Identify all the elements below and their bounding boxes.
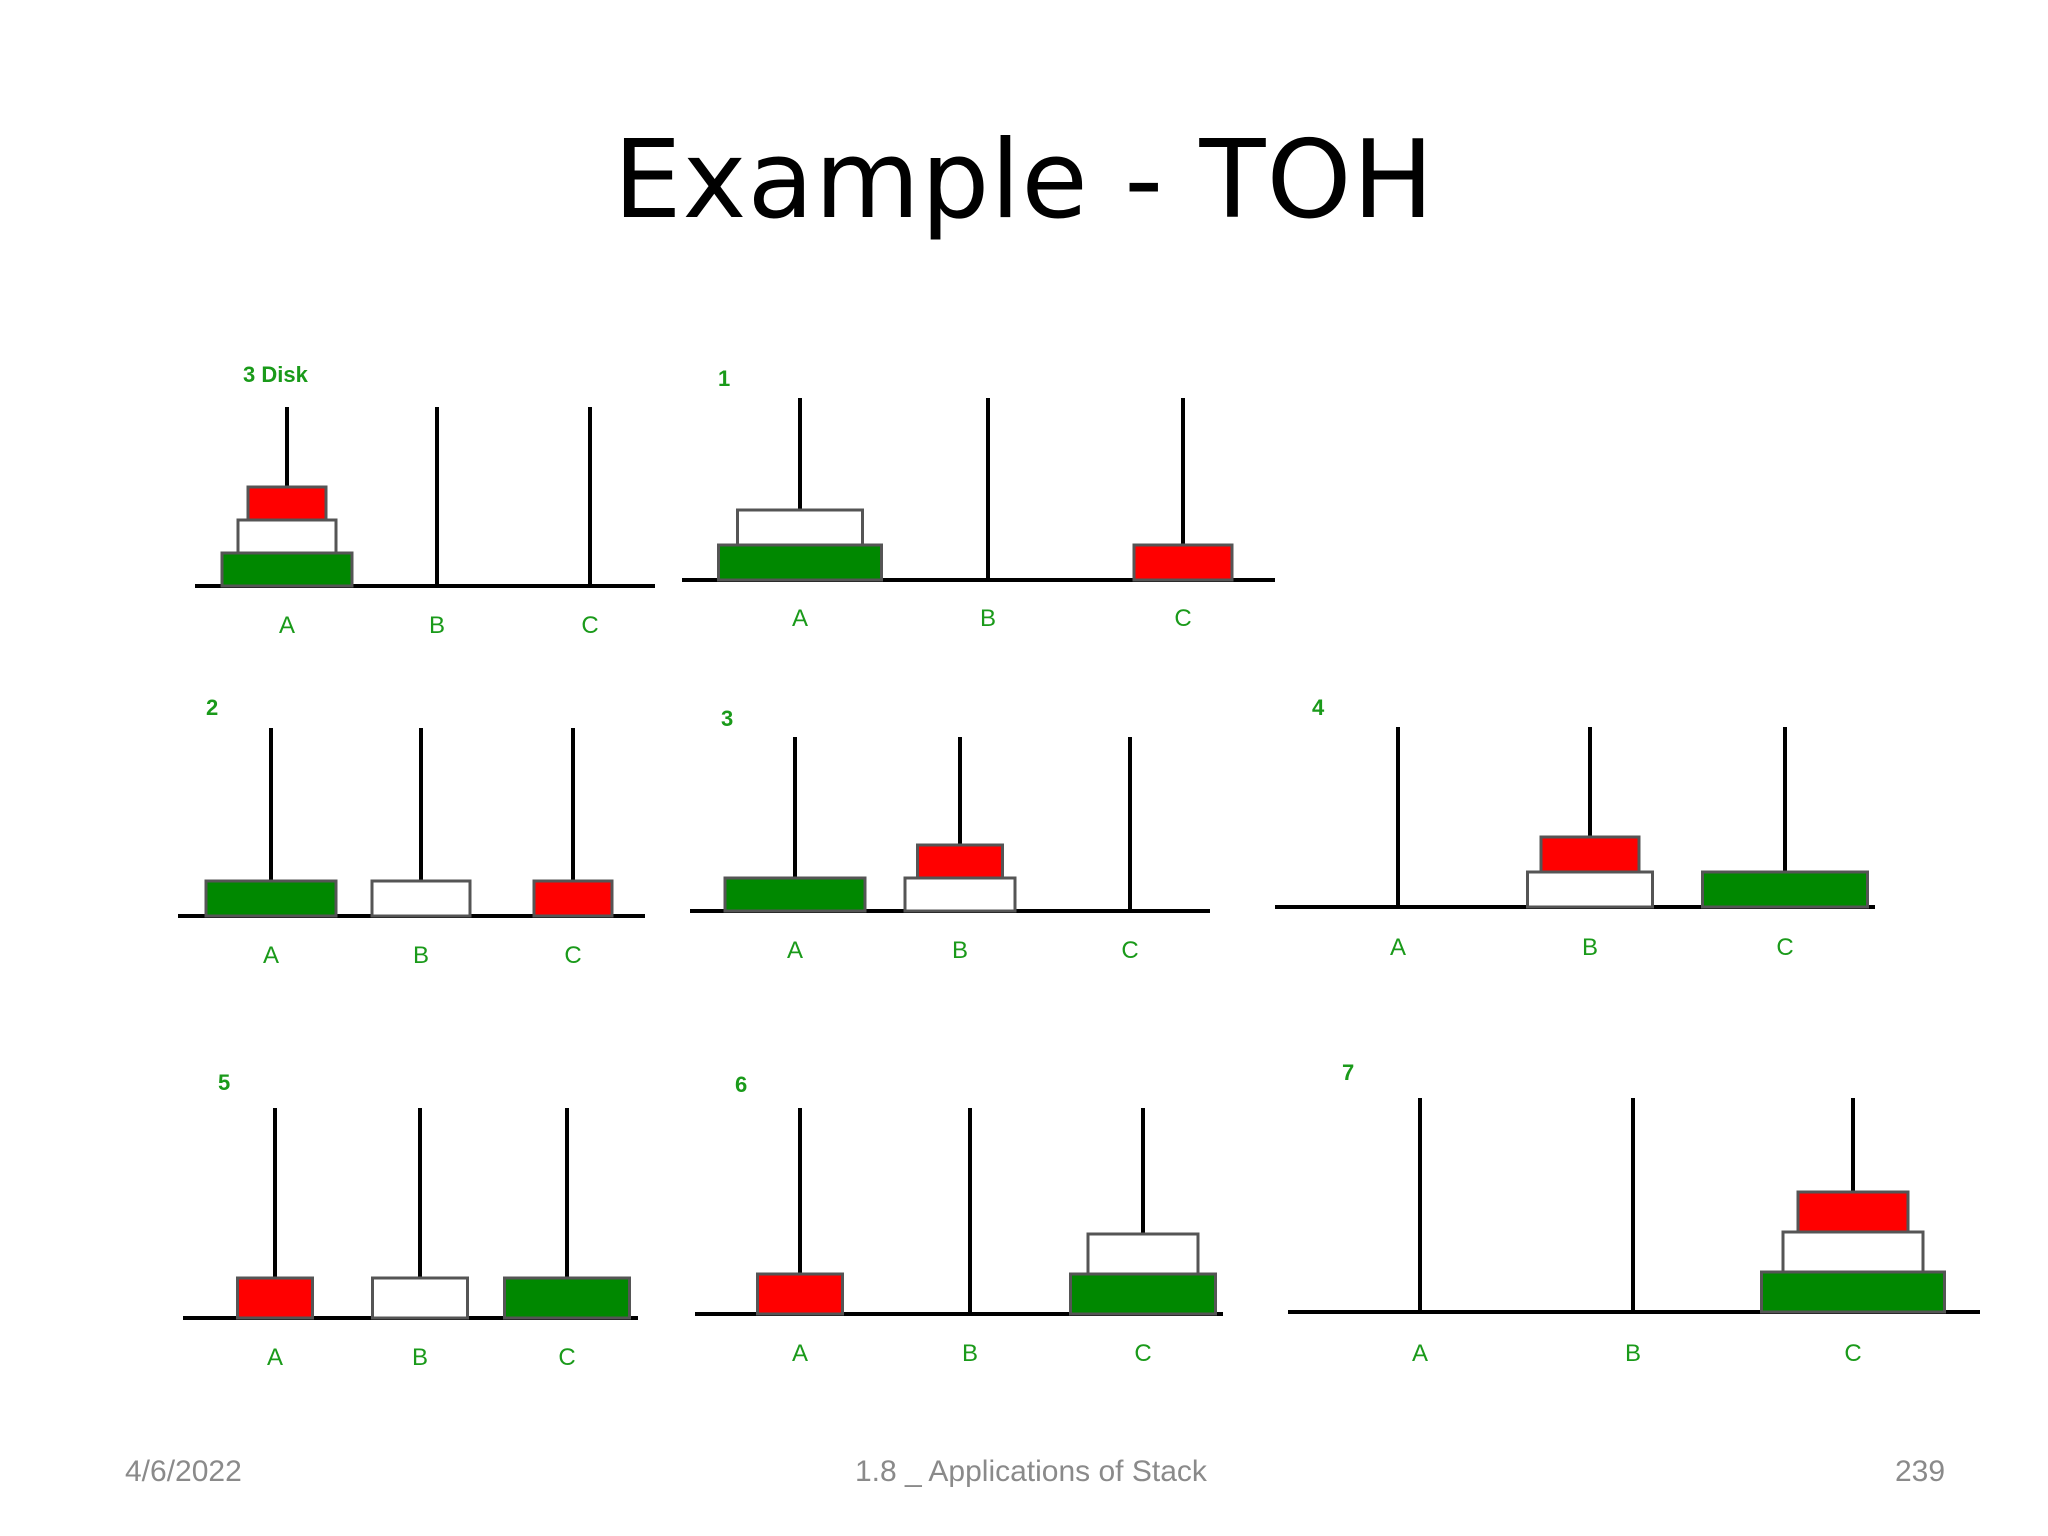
step-label: 7	[1342, 1060, 1355, 1085]
disk-medium	[236, 518, 338, 555]
tower-label-b: B	[1581, 934, 1599, 961]
tower-label-a: A	[791, 1340, 809, 1367]
step-label: 3	[721, 706, 734, 731]
disk-small	[246, 485, 328, 522]
disk-small	[532, 879, 614, 918]
tower-label-a: A	[278, 612, 296, 639]
footer-page-number: 239	[1895, 1455, 1946, 1488]
tower-label-a: A	[791, 605, 809, 632]
disk-medium	[370, 879, 472, 918]
footer-title: 1.8 _ Applications of Stack	[855, 1455, 1207, 1488]
tower-label-b: B	[961, 1340, 979, 1367]
step-label: 6	[735, 1072, 748, 1097]
tower-label-c: C	[1134, 1340, 1152, 1367]
disk-medium	[736, 508, 864, 547]
disk-small	[916, 843, 1004, 880]
tower-label-c: C	[558, 1344, 576, 1371]
tower-label-c: C	[1776, 934, 1794, 961]
disk-large	[717, 543, 883, 582]
slide-title: Example - TOH	[613, 118, 1435, 243]
step-label: 5	[218, 1070, 231, 1095]
tower-label-a: A	[266, 1344, 284, 1371]
disk-large	[723, 876, 867, 913]
disk-large	[1069, 1272, 1217, 1316]
disk-large	[1760, 1270, 1946, 1314]
tower-label-c: C	[564, 942, 582, 969]
disk-large	[1701, 870, 1869, 909]
tower-label-a: A	[1389, 934, 1407, 961]
disk-small	[1539, 835, 1641, 874]
disk-small	[1132, 543, 1234, 582]
disk-large	[503, 1276, 631, 1320]
tower-label-a: A	[1411, 1340, 1429, 1367]
tower-label-b: B	[1624, 1340, 1642, 1367]
disk-large	[204, 879, 338, 918]
disk-small	[236, 1276, 314, 1320]
disk-medium	[1781, 1230, 1925, 1274]
tower-label-c: C	[1121, 937, 1139, 964]
disk-small	[1796, 1190, 1910, 1234]
tower-label-b: B	[951, 937, 969, 964]
disk-small	[756, 1272, 844, 1316]
tower-label-c: C	[1174, 605, 1192, 632]
tower-label-b: B	[412, 942, 430, 969]
tower-label-a: A	[262, 942, 280, 969]
tower-label-c: C	[581, 612, 599, 639]
step-label: 3 Disk	[243, 362, 308, 387]
step-label: 4	[1312, 695, 1325, 720]
step-label: 1	[718, 366, 731, 391]
disk-medium	[371, 1276, 469, 1320]
disk-medium	[1086, 1232, 1200, 1276]
tower-label-b: B	[428, 612, 446, 639]
disk-large	[220, 551, 354, 588]
tower-label-b: B	[979, 605, 997, 632]
step-label: 2	[206, 695, 219, 720]
tower-label-b: B	[411, 1344, 429, 1371]
footer-date: 4/6/2022	[125, 1455, 242, 1488]
tower-label-c: C	[1844, 1340, 1862, 1367]
tower-label-a: A	[786, 937, 804, 964]
